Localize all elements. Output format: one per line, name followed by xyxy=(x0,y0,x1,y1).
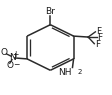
Text: F: F xyxy=(96,33,101,42)
Text: −: − xyxy=(13,60,19,69)
Text: +: + xyxy=(12,50,18,59)
Text: O: O xyxy=(1,48,8,57)
Text: Br: Br xyxy=(45,7,55,16)
Text: 2: 2 xyxy=(77,69,81,75)
Text: NH: NH xyxy=(57,68,71,77)
Text: F: F xyxy=(95,27,100,36)
Text: F: F xyxy=(94,40,99,49)
Text: N: N xyxy=(9,53,16,61)
Text: O: O xyxy=(6,61,13,70)
